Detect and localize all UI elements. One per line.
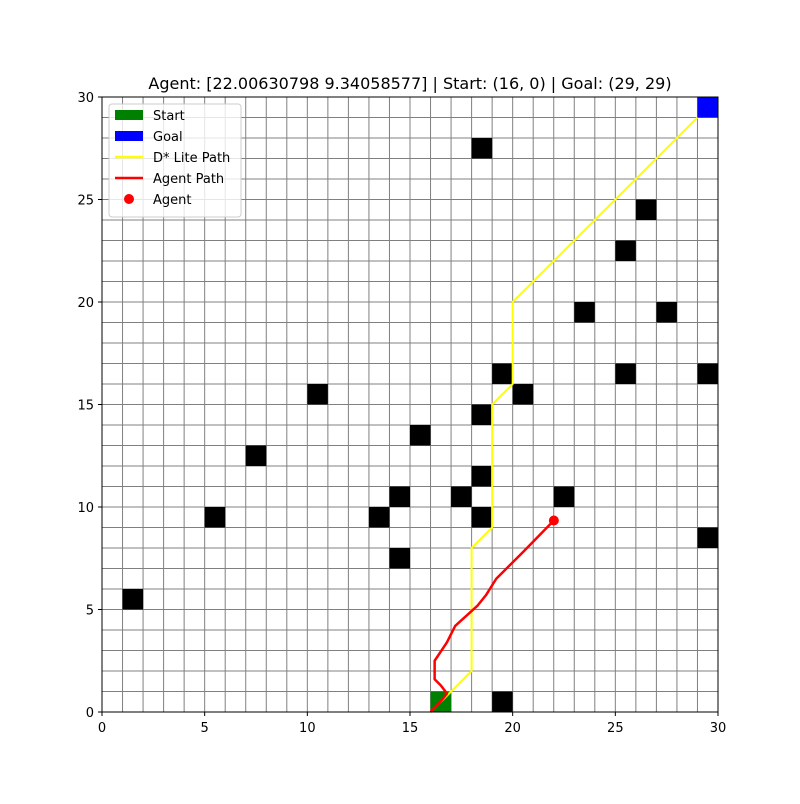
x-tick-label: 20	[504, 721, 521, 736]
obstacle-cell	[471, 466, 493, 487]
obstacle-cell	[656, 302, 677, 323]
agent-path-line	[429, 519, 555, 713]
legend-label-0: Start	[153, 109, 185, 124]
obstacle-cell	[389, 548, 410, 569]
dstar-lite-path-line	[429, 116, 699, 713]
obstacle-cell	[635, 199, 657, 220]
y-tick-label: 0	[86, 706, 94, 721]
obstacle-cell	[389, 486, 410, 507]
obstacle-cell	[492, 363, 513, 384]
obstacle-cell	[615, 363, 636, 384]
obstacle-cell	[615, 240, 636, 261]
legend-label-2: D* Lite Path	[153, 151, 230, 166]
x-tick-label: 25	[607, 721, 624, 736]
legend-swatch-1	[115, 131, 143, 141]
obstacle-cell	[307, 384, 328, 405]
grid-lines	[101, 96, 719, 713]
obstacle-cell	[451, 486, 472, 507]
legend: Start Goal D* Lite Path Agent Path Agent	[108, 103, 242, 218]
obstacle-cell	[410, 425, 431, 446]
obstacle-cell	[512, 384, 534, 405]
obstacle-cell	[471, 507, 493, 528]
obstacle-cell	[553, 486, 575, 507]
legend-swatch-4	[124, 194, 134, 204]
obstacle-cell	[471, 138, 493, 159]
legend-label-4: Agent	[153, 193, 191, 208]
x-tick-label: 30	[710, 721, 727, 736]
chart-title: Agent: [22.00630798 9.34058577] | Start:…	[148, 74, 671, 93]
x-tick-label: 5	[201, 721, 209, 736]
y-tick-label: 30	[77, 91, 94, 106]
legend-swatch-0	[115, 110, 143, 120]
x-tick-label: 10	[299, 721, 316, 736]
x-tick-label: 15	[402, 721, 419, 736]
legend-label-3: Agent Path	[153, 172, 224, 187]
obstacle-cell	[471, 404, 493, 425]
obstacle-cell	[697, 527, 718, 548]
obstacle-cell	[204, 507, 226, 528]
obstacle-cell	[368, 507, 390, 528]
y-tick-label: 20	[77, 296, 94, 311]
agent-marker	[548, 515, 559, 526]
obstacles	[122, 138, 718, 712]
obstacle-cell	[245, 445, 267, 466]
y-tick-label: 25	[77, 194, 94, 209]
obstacle-cell	[697, 363, 718, 384]
legend-label-1: Goal	[153, 130, 183, 145]
x-tick-label: 0	[98, 721, 106, 736]
y-tick-label: 15	[77, 399, 94, 414]
obstacle-cell	[492, 691, 513, 712]
obstacle-cell	[122, 589, 144, 610]
y-tick-label: 10	[77, 501, 94, 516]
goal-cell	[697, 97, 718, 118]
obstacle-cell	[574, 302, 595, 323]
plot-area: 0 5 10 15 20 25 30 0 5 10 15 20 25 30 Start Goal D* Lite…	[77, 91, 726, 736]
axis-ticks: 0 5 10 15 20 25 30 0 5 10 15 20 25 30	[77, 91, 726, 736]
y-tick-label: 5	[86, 604, 94, 619]
